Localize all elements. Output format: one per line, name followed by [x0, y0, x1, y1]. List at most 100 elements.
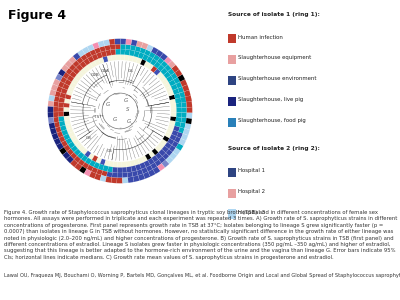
- Wedge shape: [64, 79, 72, 86]
- Wedge shape: [162, 153, 169, 160]
- Text: Slaughterhouse environment: Slaughterhouse environment: [238, 76, 316, 81]
- FancyBboxPatch shape: [228, 97, 236, 106]
- Wedge shape: [65, 60, 72, 68]
- Wedge shape: [60, 125, 67, 131]
- Wedge shape: [140, 162, 146, 169]
- Wedge shape: [85, 158, 92, 165]
- Wedge shape: [152, 148, 158, 155]
- Wedge shape: [104, 160, 110, 166]
- Wedge shape: [130, 160, 135, 167]
- Wedge shape: [66, 90, 73, 96]
- Wedge shape: [65, 124, 72, 130]
- Wedge shape: [159, 75, 166, 82]
- Wedge shape: [64, 120, 71, 125]
- Wedge shape: [88, 153, 94, 160]
- Wedge shape: [142, 167, 148, 174]
- Wedge shape: [115, 39, 120, 44]
- Wedge shape: [122, 177, 128, 183]
- Text: *TST*: *TST*: [93, 115, 105, 119]
- Wedge shape: [72, 139, 80, 145]
- Wedge shape: [74, 149, 81, 156]
- Wedge shape: [74, 156, 81, 163]
- Wedge shape: [154, 69, 160, 76]
- Wedge shape: [62, 152, 70, 159]
- Wedge shape: [98, 164, 104, 170]
- Wedge shape: [62, 83, 70, 90]
- Wedge shape: [149, 52, 156, 59]
- Wedge shape: [48, 101, 54, 107]
- Wedge shape: [184, 90, 191, 97]
- Wedge shape: [171, 108, 176, 112]
- Wedge shape: [102, 56, 108, 62]
- Wedge shape: [176, 82, 182, 88]
- Wedge shape: [48, 106, 53, 112]
- Wedge shape: [81, 148, 88, 155]
- Wedge shape: [138, 157, 144, 164]
- Wedge shape: [58, 81, 64, 88]
- FancyBboxPatch shape: [228, 55, 236, 64]
- Wedge shape: [54, 96, 60, 102]
- Wedge shape: [145, 153, 152, 160]
- Wedge shape: [186, 118, 192, 124]
- Wedge shape: [125, 49, 130, 55]
- Wedge shape: [134, 159, 140, 165]
- Text: Figure 4: Figure 4: [8, 9, 66, 22]
- Wedge shape: [174, 121, 181, 127]
- Wedge shape: [122, 162, 126, 167]
- Wedge shape: [84, 58, 90, 65]
- Wedge shape: [87, 44, 94, 52]
- Wedge shape: [126, 39, 132, 45]
- Wedge shape: [166, 86, 172, 92]
- Wedge shape: [128, 55, 134, 61]
- Wedge shape: [165, 142, 172, 149]
- Wedge shape: [162, 146, 169, 153]
- Wedge shape: [156, 72, 164, 79]
- Wedge shape: [92, 54, 98, 61]
- Wedge shape: [126, 167, 132, 172]
- Wedge shape: [180, 80, 187, 87]
- Wedge shape: [154, 61, 161, 68]
- Wedge shape: [55, 74, 63, 81]
- Wedge shape: [181, 134, 188, 141]
- Wedge shape: [68, 86, 74, 92]
- Wedge shape: [118, 162, 122, 167]
- Wedge shape: [60, 92, 66, 98]
- Wedge shape: [182, 102, 187, 107]
- Wedge shape: [49, 123, 55, 129]
- Wedge shape: [64, 112, 69, 116]
- Wedge shape: [170, 134, 176, 141]
- Wedge shape: [120, 55, 125, 60]
- Wedge shape: [120, 49, 125, 55]
- Wedge shape: [164, 82, 171, 89]
- Wedge shape: [137, 169, 143, 175]
- Wedge shape: [55, 91, 61, 97]
- Text: S: S: [126, 107, 130, 112]
- Wedge shape: [89, 171, 96, 178]
- Wedge shape: [64, 103, 70, 108]
- Wedge shape: [51, 84, 58, 91]
- Wedge shape: [170, 103, 176, 108]
- Wedge shape: [63, 72, 70, 79]
- Wedge shape: [187, 107, 192, 113]
- Wedge shape: [176, 117, 182, 122]
- Wedge shape: [174, 136, 181, 143]
- Wedge shape: [77, 50, 85, 57]
- Wedge shape: [170, 99, 176, 104]
- FancyBboxPatch shape: [228, 118, 236, 127]
- Wedge shape: [68, 131, 75, 138]
- Wedge shape: [128, 177, 134, 183]
- Wedge shape: [90, 61, 97, 68]
- Wedge shape: [96, 157, 102, 164]
- Wedge shape: [124, 55, 129, 61]
- Wedge shape: [171, 112, 176, 117]
- Wedge shape: [181, 118, 186, 123]
- Wedge shape: [48, 95, 55, 101]
- Wedge shape: [178, 87, 184, 93]
- Wedge shape: [182, 107, 187, 112]
- Wedge shape: [83, 65, 90, 72]
- Wedge shape: [146, 56, 153, 63]
- Wedge shape: [68, 56, 76, 64]
- Wedge shape: [59, 147, 67, 155]
- Wedge shape: [73, 53, 80, 60]
- Wedge shape: [156, 50, 163, 57]
